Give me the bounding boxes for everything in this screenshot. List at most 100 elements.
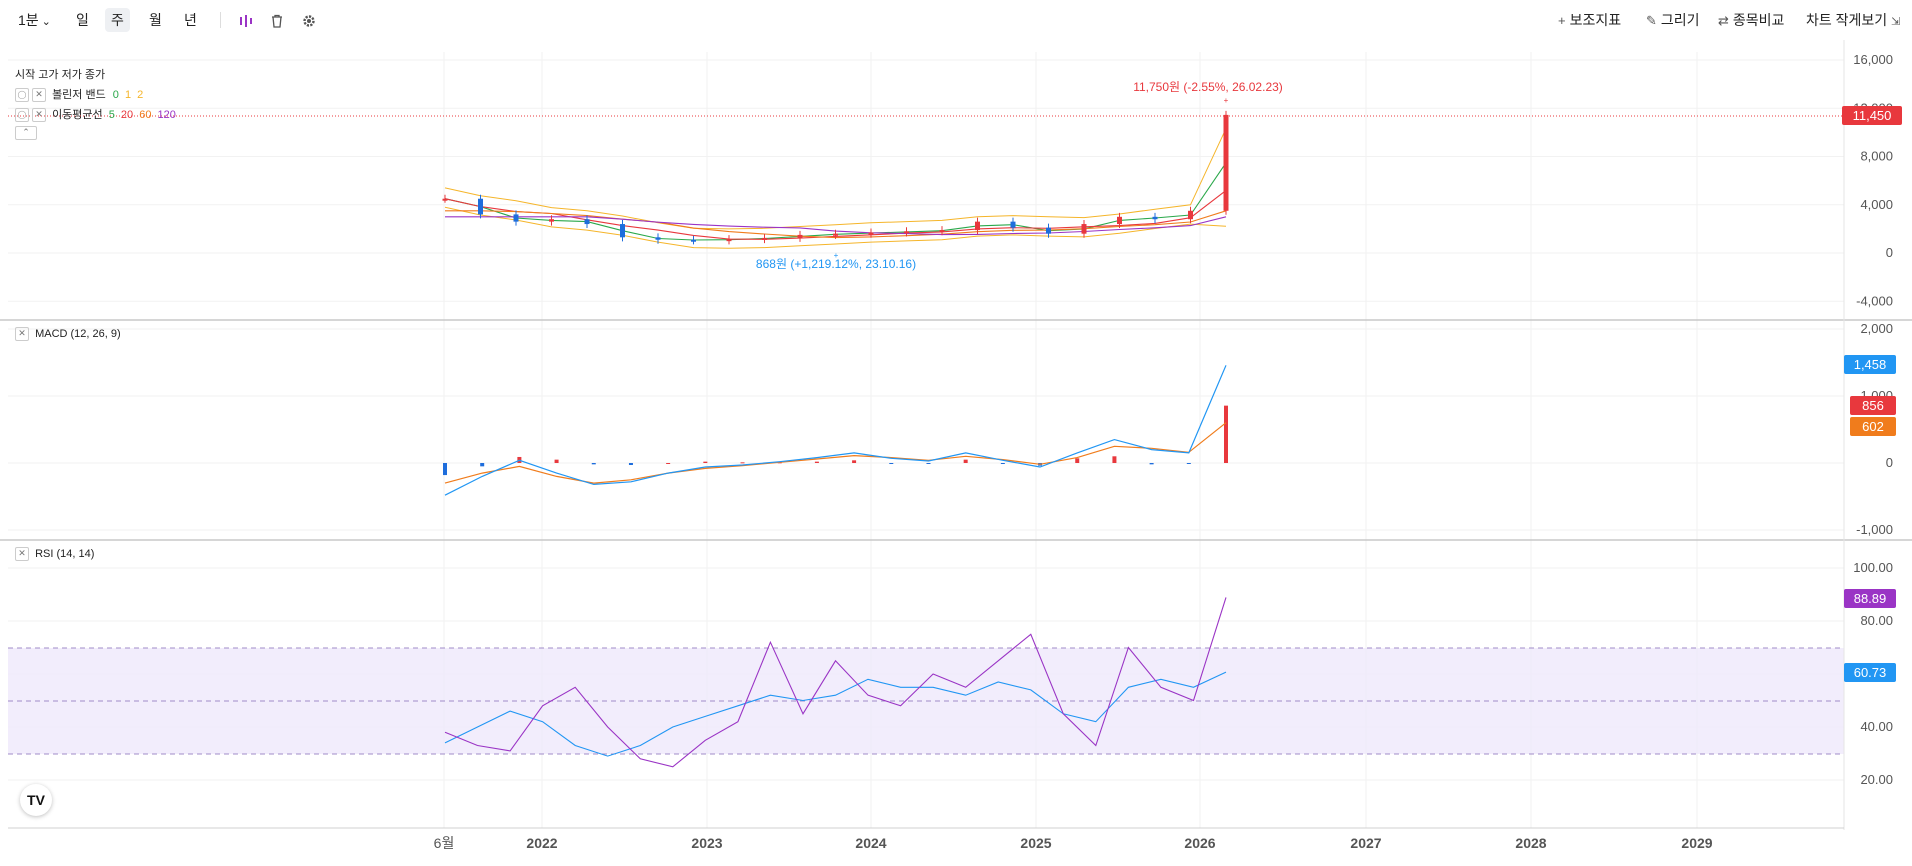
drawing-label: 그리기 (1660, 12, 1700, 28)
macd-label: MACD (12, 26, 9) (35, 327, 121, 340)
candle-body (726, 239, 732, 242)
chart-toolbar: 1분 ⌄ 일 주 월 년 + 보조지표 ✎ 그리기 ⇄ 종목비교 차트 작게보기 ⇲ (0, 0, 1912, 40)
x-axis-tick-label: 2026 (1184, 835, 1215, 851)
x-axis-tick-label: 6월 (434, 835, 455, 851)
rsi-axis-tick-label: 100.00 (1853, 560, 1893, 575)
rsi-plot (444, 597, 1227, 768)
candle-body (1046, 227, 1051, 234)
low-marker: + (834, 251, 839, 260)
price-plot (442, 110, 1229, 249)
x-axis-tick-label: 2022 (526, 835, 557, 851)
bollinger-param: 2 (137, 89, 144, 101)
tradingview-logo[interactable]: TV (20, 784, 52, 816)
candle-body (904, 231, 909, 234)
candle-body (975, 221, 980, 231)
plus-icon: + (1558, 13, 1566, 28)
ma5-line (444, 162, 1227, 241)
rsi-axis-tick-label: 80.00 (1860, 613, 1893, 628)
candle-body (513, 214, 519, 222)
compare-button[interactable]: ⇄ 종목비교 (1718, 8, 1784, 32)
chart-type-button[interactable] (238, 8, 254, 32)
high-annotation: 11,750원 (-2.55%, 26.02.23) (1133, 80, 1283, 94)
candle-body (442, 198, 448, 201)
toolbar-divider (220, 12, 221, 28)
candle-body (1081, 224, 1087, 234)
gear-icon (303, 15, 315, 27)
macd-histogram-bar (628, 463, 633, 466)
rsi-value-tag: 88.89 (1844, 589, 1896, 608)
macd-axis-tick-label: 0 (1886, 455, 1893, 470)
drawing-button[interactable]: ✎ 그리기 (1646, 8, 1700, 32)
macd-histogram-bar (926, 463, 931, 464)
candle-body (549, 219, 554, 222)
candle-body (797, 234, 803, 238)
close-icon[interactable]: ✕ (15, 547, 29, 561)
hide-icon[interactable]: ◯ (15, 88, 29, 103)
indicators-label: 보조지표 (1569, 12, 1622, 28)
bollinger-label: 볼린저 밴드 (52, 89, 106, 101)
rsi-legend: ✕ RSI (14, 14) (15, 547, 94, 561)
bollinger-param: 1 (124, 89, 132, 101)
ma-legend: ◯ ✕ 이동평균선 5 20 60 120 (15, 106, 176, 123)
macd-histogram-bar (1224, 405, 1228, 463)
ma-label: 이동평균선 (52, 109, 103, 121)
indicators-button[interactable]: + 보조지표 (1558, 8, 1621, 32)
macd-histogram-bar (591, 463, 596, 465)
macd-histogram-bar (889, 463, 894, 464)
chart-canvas[interactable]: 6월 2022 2023 2024 2025 2026 2027 2028 202916,000… (0, 40, 1912, 866)
x-axis-tick-label: 2024 (855, 835, 886, 851)
candle-body (1010, 221, 1016, 228)
macd-axis-tick-label: -1,000 (1856, 522, 1893, 537)
bollinger-upper-line (444, 128, 1227, 230)
macd-histogram-bar (1000, 463, 1005, 464)
interval-dropdown[interactable]: 1분 ⌄ (18, 8, 51, 32)
candle-body (620, 224, 625, 238)
trash-icon (272, 15, 282, 28)
candle-body (1223, 114, 1229, 211)
candle-body (1117, 216, 1122, 225)
chevron-down-icon: ⌄ (41, 16, 51, 28)
rsi-signal-line (444, 671, 1227, 757)
price-axis-tick-label: 4,000 (1860, 197, 1893, 212)
delete-button[interactable] (270, 8, 284, 32)
close-icon[interactable]: ✕ (15, 327, 29, 341)
candle-body (584, 219, 590, 225)
ma-param: 20 (120, 109, 134, 121)
bollinger-legend: ◯ ✕ 볼린저 밴드 0 1 2 (15, 86, 144, 103)
ma-param: 120 (157, 109, 176, 121)
rsi-signal-tag: 60.73 (1844, 663, 1896, 682)
macd-histogram-bar (554, 459, 559, 463)
high-marker: + (1224, 96, 1229, 105)
macd-histogram-bar (852, 460, 857, 463)
macd-axis-tick-label: 2,000 (1860, 321, 1893, 336)
price-axis-tick-label: -4,000 (1856, 293, 1893, 308)
macd-value-tag: 1,458 (1844, 355, 1896, 374)
collapse-legend-button[interactable]: ⌃ (15, 126, 40, 140)
period-week[interactable]: 주 (105, 8, 130, 32)
period-month[interactable]: 월 (149, 12, 162, 28)
x-axis-tick-label: 2029 (1681, 835, 1712, 851)
candle-body (655, 237, 661, 240)
candle-body (1152, 216, 1158, 220)
period-day[interactable]: 일 (76, 12, 89, 28)
period-year[interactable]: 년 (184, 12, 197, 28)
macd-hist-tag: 856 (1850, 396, 1896, 415)
candle-body (868, 232, 874, 235)
x-axis-tick-label: 2025 (1020, 835, 1051, 851)
macd-histogram-bar (480, 463, 485, 467)
minimize-chart-button[interactable]: 차트 작게보기 ⇲ (1806, 8, 1904, 32)
rsi-label: RSI (14, 14) (35, 547, 95, 560)
candle-body (1188, 210, 1193, 220)
bollinger-param: 0 (112, 89, 119, 101)
macd-signal-line (444, 422, 1227, 484)
close-icon[interactable]: ✕ (32, 88, 46, 103)
rsi-axis-tick-label: 40.00 (1860, 719, 1893, 734)
close-icon[interactable]: ✕ (32, 108, 46, 123)
macd-line (444, 365, 1227, 496)
hide-icon[interactable]: ◯ (15, 108, 29, 123)
low-annotation: 868원 (+1,219.12%, 23.10.16) (756, 257, 916, 271)
rsi-line (444, 597, 1227, 768)
macd-legend: ✕ MACD (12, 26, 9) (15, 327, 121, 341)
x-axis-tick-label: 2028 (1515, 835, 1546, 851)
settings-button[interactable] (302, 8, 316, 32)
